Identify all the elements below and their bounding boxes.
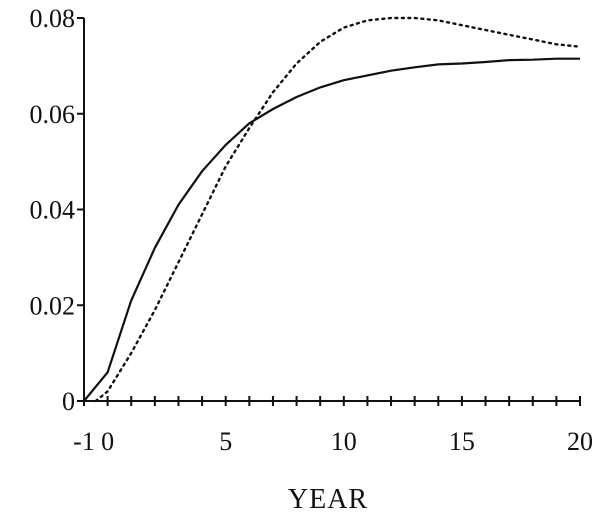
y-tick-label: 0.04 bbox=[30, 196, 76, 225]
y-tick-label: 0.06 bbox=[30, 100, 76, 129]
x-tick-label: 5 bbox=[219, 427, 232, 456]
tick-marks bbox=[77, 17, 581, 406]
x-tick-label: 15 bbox=[449, 427, 475, 456]
dotted-series-line bbox=[94, 16, 582, 403]
y-tick-label: 0 bbox=[62, 387, 75, 416]
x-tick-label: -1 bbox=[73, 427, 95, 456]
x-tick-label: 20 bbox=[567, 427, 593, 456]
x-tick-label: 0 bbox=[101, 427, 114, 456]
y-tick-label: 0.08 bbox=[30, 4, 76, 33]
chart-axes bbox=[83, 18, 580, 402]
solid-series-line bbox=[83, 57, 580, 402]
x-tick-label: 10 bbox=[331, 427, 357, 456]
x-axis-title: YEAR bbox=[288, 484, 368, 515]
y-tick-label: 0.02 bbox=[30, 291, 76, 320]
series-layer bbox=[83, 16, 582, 403]
